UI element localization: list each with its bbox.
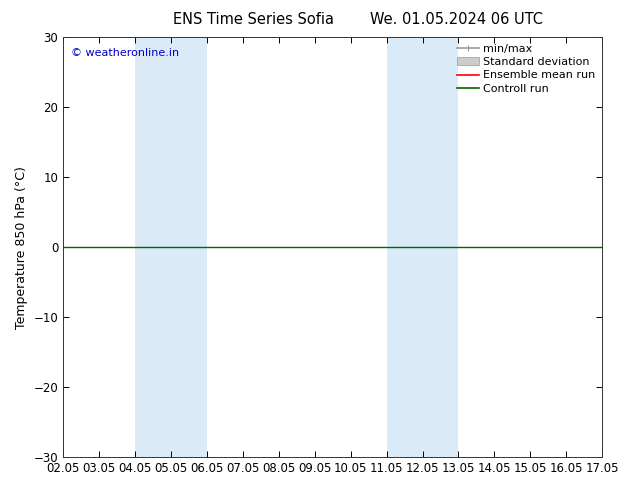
Text: We. 01.05.2024 06 UTC: We. 01.05.2024 06 UTC bbox=[370, 12, 543, 27]
Legend: min/max, Standard deviation, Ensemble mean run, Controll run: min/max, Standard deviation, Ensemble me… bbox=[452, 39, 600, 98]
Text: ENS Time Series Sofia: ENS Time Series Sofia bbox=[173, 12, 334, 27]
Y-axis label: Temperature 850 hPa (°C): Temperature 850 hPa (°C) bbox=[15, 166, 28, 329]
Text: © weatheronline.in: © weatheronline.in bbox=[71, 48, 179, 58]
Bar bbox=[422, 37, 458, 457]
Bar bbox=[387, 37, 422, 457]
Bar bbox=[171, 37, 207, 457]
Bar bbox=[135, 37, 171, 457]
